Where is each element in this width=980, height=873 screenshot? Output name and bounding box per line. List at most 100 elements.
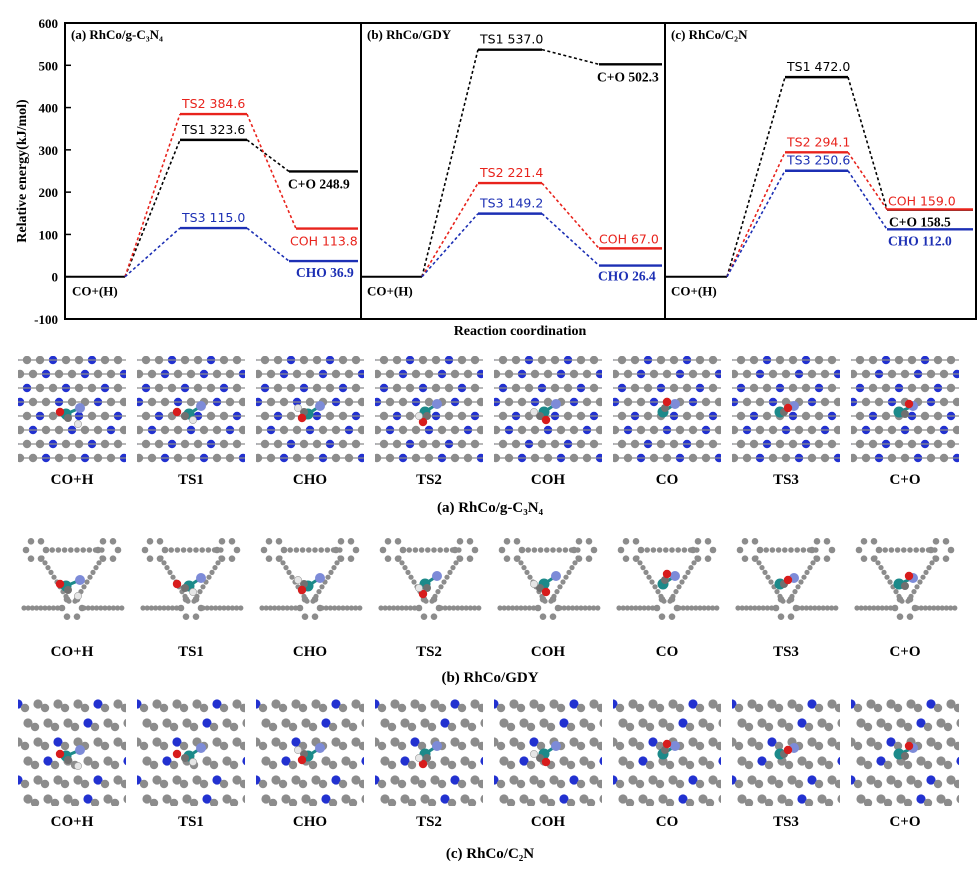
support-atom	[209, 760, 219, 770]
support-atom	[149, 760, 159, 770]
support-atom	[739, 605, 745, 611]
support-atom	[347, 555, 355, 562]
hydrogen-atom	[294, 576, 302, 584]
support-atom	[325, 574, 331, 580]
support-atom	[777, 718, 787, 728]
co-atom	[432, 399, 442, 409]
support-atom	[265, 555, 273, 562]
structure-label: C+O	[889, 814, 921, 830]
y-tick-label: 600	[39, 16, 59, 31]
support-atom	[192, 613, 200, 620]
support-atom	[259, 605, 265, 611]
support-atom	[219, 779, 229, 789]
support-atom	[863, 798, 873, 806]
support-atom	[635, 741, 645, 751]
oxygen-atom	[783, 403, 793, 413]
y-tick-label: 200	[39, 185, 59, 200]
support-atom	[559, 718, 569, 728]
support-atom	[887, 579, 893, 585]
support-atom	[893, 779, 903, 789]
support-atom	[162, 718, 172, 728]
support-atom	[650, 605, 656, 611]
support-atom	[599, 718, 602, 728]
support-atom	[637, 605, 643, 611]
support-atom	[212, 565, 218, 571]
support-atom	[756, 605, 762, 611]
support-atom	[817, 794, 827, 804]
support-atom	[925, 547, 932, 553]
support-atom	[338, 703, 348, 713]
support-atom	[648, 699, 658, 709]
support-atom	[628, 737, 638, 747]
support-atom	[797, 718, 807, 728]
support-atom	[358, 779, 364, 789]
support-atom	[625, 760, 635, 770]
support-atom	[644, 547, 650, 553]
support-atom	[361, 718, 364, 728]
support-atom	[63, 794, 73, 804]
support-atom	[268, 722, 278, 732]
support-atom	[646, 574, 652, 580]
support-atom	[275, 538, 283, 545]
support-atom	[30, 760, 40, 770]
support-atom	[258, 741, 268, 751]
support-atom	[648, 775, 658, 785]
support-atom	[60, 741, 70, 751]
support-atom	[765, 574, 771, 580]
support-atom	[430, 775, 440, 785]
support-atom	[229, 722, 239, 732]
support-atom	[169, 760, 179, 770]
support-atom	[923, 569, 929, 575]
support-atom	[411, 579, 417, 585]
support-atom	[907, 547, 913, 553]
connector-TS3	[541, 213, 600, 267]
support-atom	[460, 756, 470, 766]
support-atom	[828, 546, 836, 554]
support-atom	[387, 722, 397, 732]
structure-ts1	[137, 698, 245, 806]
support-atom	[139, 779, 149, 789]
support-atom	[68, 547, 74, 553]
support-atom	[459, 605, 465, 611]
support-atom	[321, 794, 331, 804]
support-atom	[718, 718, 721, 728]
support-atom	[655, 779, 665, 789]
connector-TS3	[421, 213, 479, 278]
support-atom	[913, 547, 919, 553]
support-atom	[38, 605, 44, 611]
support-atom	[221, 605, 227, 611]
support-atom	[754, 779, 764, 789]
support-atom	[708, 737, 718, 747]
support-atom	[390, 775, 400, 785]
connector-TS1	[847, 76, 888, 210]
support-atom	[496, 703, 506, 713]
support-atom	[734, 741, 744, 751]
co-atom	[75, 403, 85, 413]
support-atom	[616, 605, 622, 611]
structure-image	[18, 699, 126, 806]
support-atom	[658, 593, 664, 599]
oxygen-atom	[55, 579, 65, 589]
support-atom	[956, 718, 959, 728]
support-atom	[649, 579, 655, 585]
support-atom	[450, 737, 460, 747]
support-atom	[759, 565, 765, 571]
support-atom	[328, 722, 338, 732]
support-atom	[946, 775, 956, 785]
support-atom	[169, 722, 179, 732]
support-atom	[74, 547, 80, 553]
support-atom	[753, 555, 759, 561]
support-atom	[784, 760, 794, 770]
support-atom	[51, 574, 57, 580]
support-atom	[336, 605, 342, 611]
support-atom	[437, 779, 447, 789]
co-atom	[315, 401, 325, 411]
co-atom	[551, 571, 561, 581]
support-atom	[704, 555, 712, 562]
support-atom	[632, 538, 640, 545]
support-atom	[446, 605, 452, 611]
support-atom	[665, 760, 675, 770]
support-atom	[169, 605, 175, 611]
support-atom	[901, 547, 907, 553]
support-atom	[318, 547, 324, 553]
